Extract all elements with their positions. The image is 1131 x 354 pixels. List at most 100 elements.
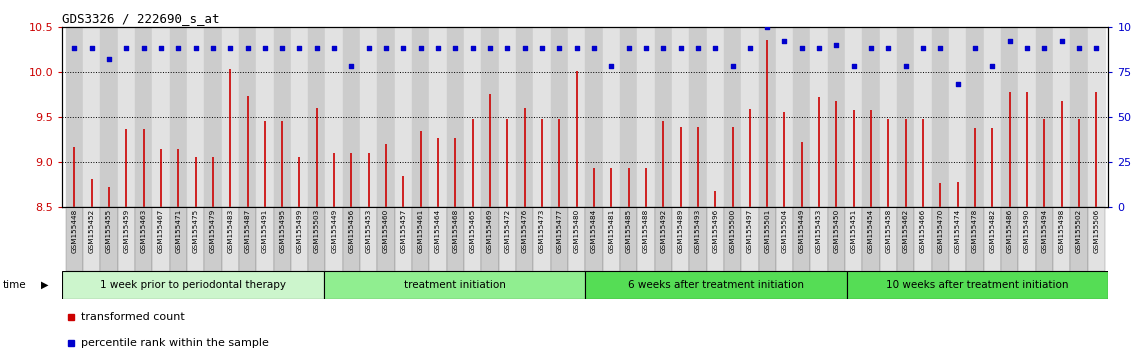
Bar [811,207,828,271]
Bar [378,207,395,271]
Point [862,45,880,51]
Point [931,45,949,51]
Text: GSM155497: GSM155497 [746,209,753,253]
Text: GSM155495: GSM155495 [279,209,285,253]
Text: GSM155469: GSM155469 [487,209,493,253]
Text: GSM155471: GSM155471 [175,209,181,253]
Text: GSM155456: GSM155456 [348,209,354,253]
Text: GSM155504: GSM155504 [782,209,787,253]
Point [828,42,846,47]
Bar [135,207,153,271]
Bar [863,27,880,207]
Bar [308,27,326,207]
Point [118,45,136,51]
Bar [257,207,274,271]
Bar [83,207,101,271]
Bar [464,27,482,207]
Text: GSM155481: GSM155481 [608,209,614,253]
Point [776,38,794,44]
Bar [759,207,776,271]
Bar [464,207,482,271]
Point [1018,45,1036,51]
Text: GSM155465: GSM155465 [469,209,476,253]
Bar [914,27,932,207]
Bar [101,27,118,207]
Text: GSM155489: GSM155489 [677,209,683,253]
Bar [343,207,360,271]
Bar [1088,27,1105,207]
Bar [724,27,741,207]
Bar [1001,207,1018,271]
Text: GSM155500: GSM155500 [729,209,735,253]
Bar [239,207,257,271]
Point [585,45,603,51]
Bar [516,27,534,207]
Bar [274,207,291,271]
Bar [534,27,551,207]
Bar [343,27,360,207]
Text: GSM155479: GSM155479 [210,209,216,253]
Bar [984,207,1001,271]
Point [1070,45,1088,51]
Bar [551,207,568,271]
Point [481,45,499,51]
Bar [257,27,274,207]
Text: GSM155488: GSM155488 [642,209,649,253]
Text: GSM155462: GSM155462 [903,209,908,253]
Text: GSM155484: GSM155484 [592,209,597,253]
Point [810,45,828,51]
Point [1053,38,1071,44]
Text: time: time [2,280,26,290]
Bar [447,207,464,271]
Bar [291,27,308,207]
Point [533,45,551,51]
Bar [326,207,343,271]
Text: 1 week prior to periodontal therapy: 1 week prior to periodontal therapy [100,280,286,290]
Bar [395,27,412,207]
Text: GSM155475: GSM155475 [192,209,199,253]
Bar [586,27,603,207]
Bar [1001,27,1018,207]
Text: GSM155466: GSM155466 [920,209,926,253]
Bar [274,27,291,207]
Bar [1088,207,1105,271]
Point [100,56,118,62]
Text: GSM155449: GSM155449 [331,209,337,253]
Point [187,45,205,51]
Bar [603,207,620,271]
Text: GSM155454: GSM155454 [869,209,874,253]
Text: GSM155483: GSM155483 [227,209,233,253]
Bar [360,27,378,207]
Point [343,63,361,69]
Bar [863,207,880,271]
Bar [205,27,222,207]
Bar [776,27,793,207]
Point [983,63,1001,69]
Bar [689,207,707,271]
Point [499,45,517,51]
Text: GSM155486: GSM155486 [1007,209,1012,253]
Point [412,45,430,51]
Point [602,63,620,69]
Point [845,63,863,69]
Text: GSM155455: GSM155455 [106,209,112,253]
Bar [568,207,586,271]
Bar [655,27,672,207]
Bar [1053,207,1070,271]
Text: GSM155477: GSM155477 [556,209,562,253]
Point [204,45,222,51]
Bar [655,207,672,271]
Point [1035,45,1053,51]
Text: GSM155501: GSM155501 [765,209,770,253]
Text: GSM155450: GSM155450 [834,209,839,253]
Point [914,45,932,51]
Bar [239,27,257,207]
Bar [949,207,966,271]
Bar [741,207,759,271]
Bar [724,207,741,271]
Bar [586,207,603,271]
Point [637,45,655,51]
Bar [845,207,863,271]
Point [741,45,759,51]
Bar [1018,207,1036,271]
